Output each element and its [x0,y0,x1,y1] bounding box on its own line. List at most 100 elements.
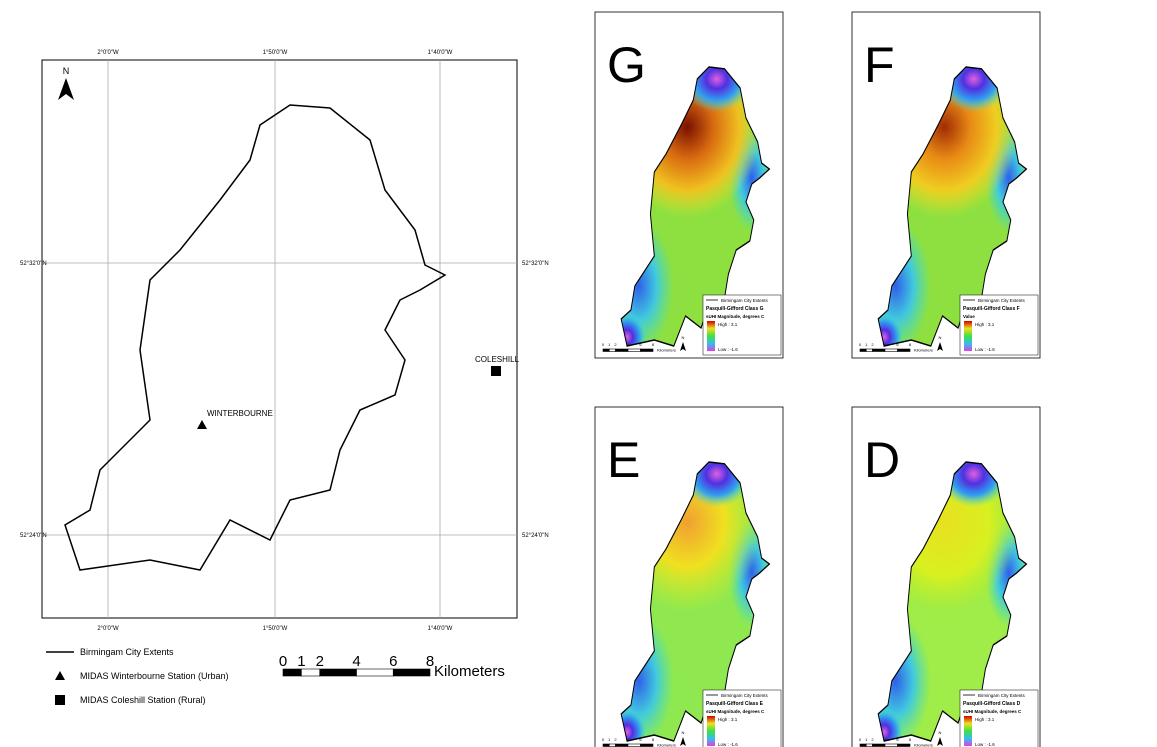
north-label: N [682,730,685,735]
panel-letter: E [607,432,640,488]
scale-segment [872,348,886,352]
scale-label: 8 [652,342,655,347]
scale-label: 6 [896,737,899,742]
legend-label: High : 3.1 [718,322,738,327]
graticule [42,60,517,618]
graticule-label: 1°50'0"W [263,50,288,56]
heat-cold [938,67,1009,113]
graticule-label: 2°0'0"W [97,626,119,632]
graticule-label: 1°40'0"W [428,626,453,632]
scale-label: 1 [608,737,611,742]
scale-segment [865,348,873,352]
scale-segment [392,668,431,677]
color-ramp [707,321,715,351]
legend-label: Value [963,314,975,319]
graticule-label: 1°50'0"W [263,626,288,632]
scale-segment [356,668,394,677]
scale-segment [640,743,654,747]
legend-label: High : 3.1 [975,717,995,722]
scale-segment [602,348,610,352]
legend-label: Low : -1.6 [975,742,995,747]
graticule-label: 2°0'0"W [97,50,119,56]
legend-label: sUHI Magnitude, degrees C [706,709,765,714]
scale-segment [897,348,911,352]
scale-label: 0 [279,653,287,670]
panel-legend: Birmingam City Extents Pasquill-Gifford C… [959,294,1039,356]
scale-segment [282,668,302,677]
color-ramp [707,716,715,746]
north-label: N [939,730,942,735]
scale-unit: Kilometers [914,743,933,747]
scale-label: 2 [871,342,874,347]
scale-segment [627,743,641,747]
legend-label: Birmingam City Extents [80,647,174,657]
legend-label: MIDAS Coleshill Station (Rural) [80,695,206,705]
scale-label: 8 [426,653,434,670]
panel-legend: Birmingam City Extents Pasquill-Gifford C… [702,689,782,747]
legend-label: MIDAS Winterbourne Station (Urban) [80,671,229,681]
legend-label: sUHI Magnitude, degrees C [963,709,1022,714]
scale-segment [615,348,629,352]
legend-label: Low : -1.6 [975,347,995,352]
graticule-label: 1°40'0"W [428,50,453,56]
panel: E Birmingam City Extents Pasquill-Gifford … [594,406,784,747]
scale-label: 4 [627,737,630,742]
north-label: N [939,335,942,340]
scale-label: 4 [627,342,630,347]
scale-label: 6 [389,653,397,670]
scale-label: 2 [316,653,324,670]
scale-segment [615,743,629,747]
heat-cool [878,313,904,346]
scale-label: 6 [639,342,642,347]
scale-segment [602,743,610,747]
heat-cold [681,462,752,508]
heat-cold [938,462,1009,508]
legend-label: Pasquill-Gifford Class F [963,306,1020,312]
station-urban [197,420,207,429]
heat-cold [681,67,752,113]
legend-label: Pasquill-Gifford Class E [706,701,764,707]
station-label: WINTERBOURNE [207,409,273,418]
heat-cool [878,708,904,741]
scale-segment [608,743,616,747]
scale-label: 1 [608,342,611,347]
scale-label: 8 [909,342,912,347]
legend-label: Pasquill-Gifford Class D [963,701,1021,707]
north-label: N [63,66,70,76]
legend-label: Birmingam City Extents [721,693,769,698]
scale-label: 1 [865,342,868,347]
legend-label: Birmingam City Extents [978,693,1026,698]
scale-label: 4 [352,653,360,670]
scale-label: 4 [884,737,887,742]
scale-segment [640,348,654,352]
heat-cool [621,708,647,741]
panel: D Birmingam City Extents Pasquill-Gifford … [851,406,1041,747]
scale-label: 8 [652,737,655,742]
north-arrow [937,342,943,351]
scale-label: 0 [602,737,605,742]
scale-segment [884,743,898,747]
scale-label: 2 [614,737,617,742]
scale-label: 6 [896,342,899,347]
city-boundary [64,104,446,571]
scale-label: 4 [884,342,887,347]
color-ramp [964,716,972,746]
panel-letter: F [864,37,895,93]
panel: F Birmingam City Extents Pasquill-Gifford … [851,11,1041,359]
north-arrow [937,737,943,746]
scale-unit: Kilometers [657,743,676,747]
scale-segment [859,348,867,352]
scale-label: 1 [865,737,868,742]
scale-label: 8 [909,737,912,742]
legend-label: High : 3.1 [975,322,995,327]
graticule-label: 52°24'0"N [522,533,549,539]
station-label: COLESHILL [475,355,520,364]
legend-label: High : 3.1 [718,717,738,722]
scale-segment [859,743,867,747]
scale-unit: Kilometers [434,663,505,680]
legend-label: Birmingam City Extents [721,298,769,303]
scale-label: 6 [639,737,642,742]
legend-box [702,689,782,747]
